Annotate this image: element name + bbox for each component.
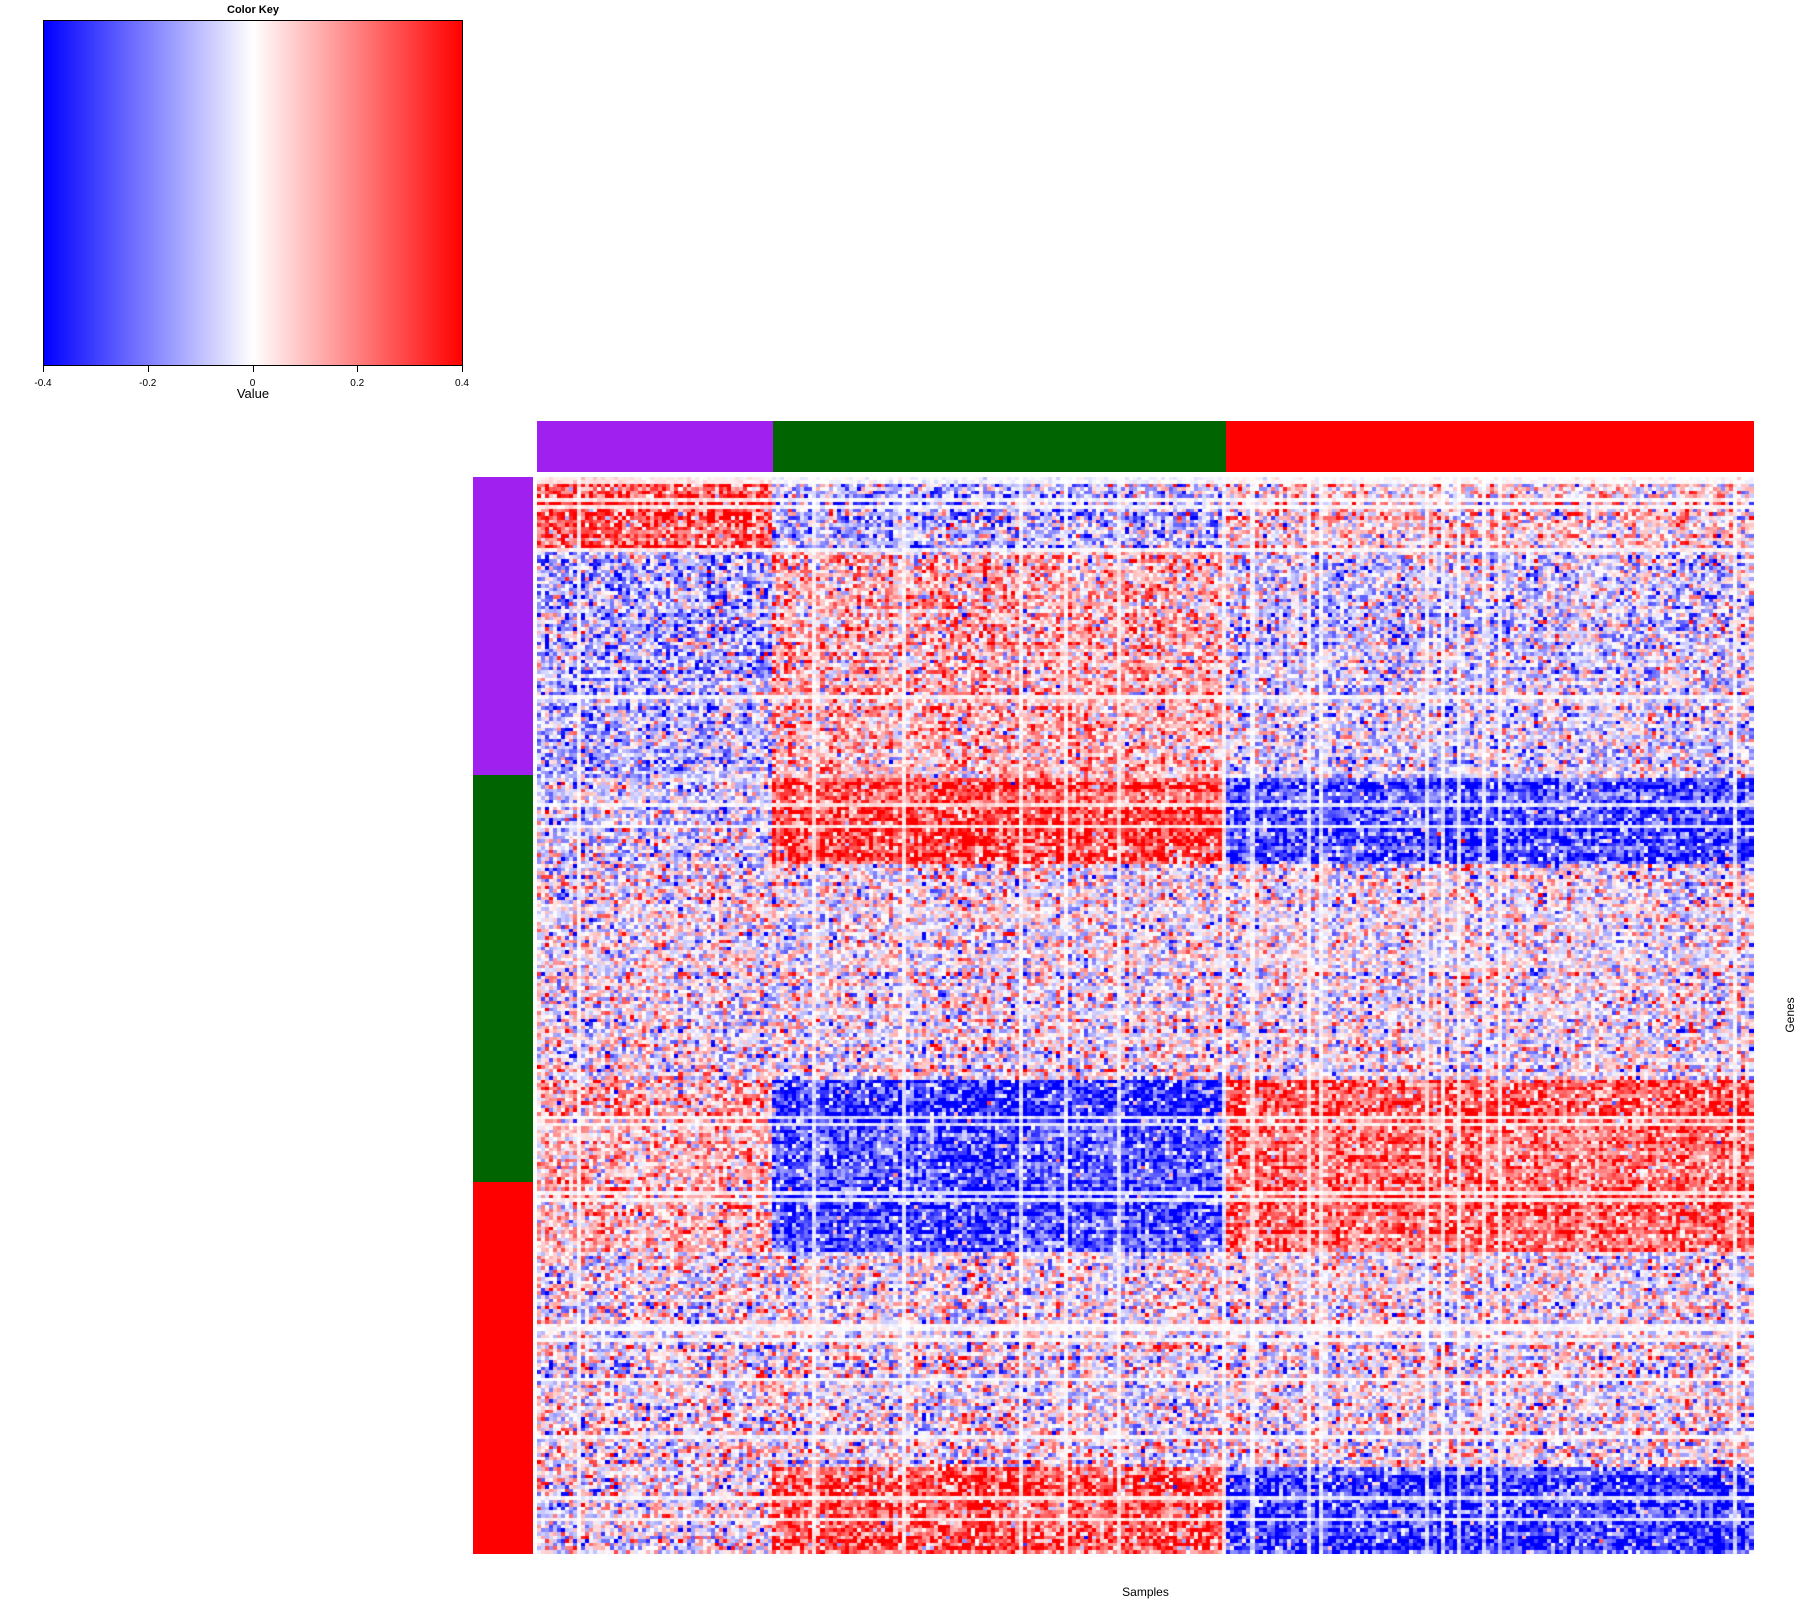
x-axis-label: Samples (1122, 1585, 1169, 1599)
row-group-block-3 (473, 1182, 533, 1554)
color-key-title: Color Key (227, 4, 279, 16)
color-key-tick-label: 0.4 (455, 378, 469, 389)
color-key-tick-label: -0.4 (34, 378, 52, 389)
color-key-gradient (43, 20, 463, 366)
color-key-tick-label: 0 (249, 378, 256, 389)
color-key-tick (43, 366, 44, 372)
color-key-tick-label: 0.2 (350, 378, 365, 389)
row-side-colors (473, 477, 533, 1554)
column-side-colors (537, 421, 1754, 472)
color-key-xlabel: Value (236, 386, 270, 401)
color-key-tick (252, 366, 254, 372)
row-group-block-2 (473, 775, 533, 1182)
column-group-block-2 (773, 421, 1226, 472)
color-key-tick-label: -0.2 (139, 378, 157, 389)
row-group-block-1 (473, 477, 533, 775)
color-key-tick (357, 366, 359, 372)
color-key-tick (147, 366, 149, 372)
column-group-block-1 (537, 421, 773, 472)
color-key-tick (462, 366, 463, 372)
heatmap-grid (537, 477, 1754, 1554)
y-axis-label: Genes (1783, 997, 1797, 1033)
column-group-block-3 (1226, 421, 1754, 472)
